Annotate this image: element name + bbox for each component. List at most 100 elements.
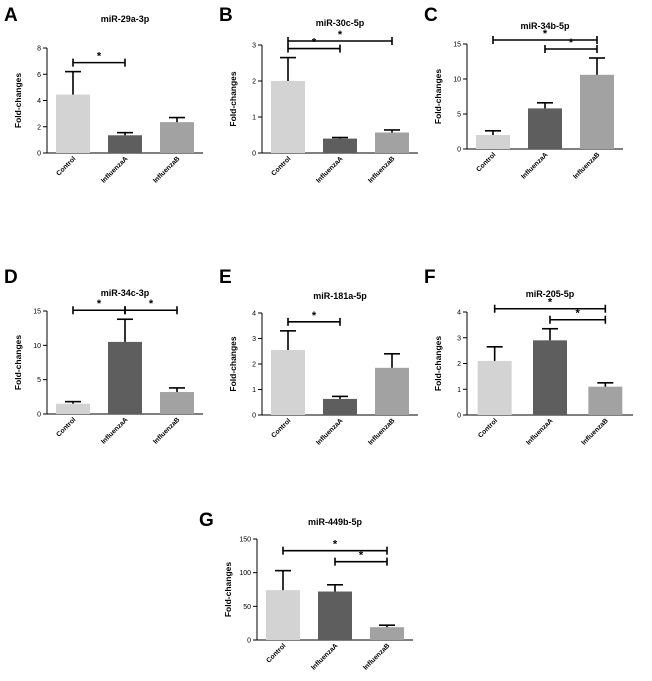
chart-mir-205-5p: miR-205-5p Fold-changes 0 1 2 3 4 Control Influe… bbox=[433, 289, 633, 447]
category-label: InfluenzaB bbox=[362, 642, 391, 671]
panel-b: B miR-30c-5p Fold-changes 0 1 2 3 Control Influ… bbox=[215, 0, 435, 225]
panel-label: F bbox=[424, 267, 436, 288]
bar-influenzab bbox=[160, 392, 194, 414]
significance-star: * bbox=[312, 310, 317, 322]
chart-mir-29a-3p: miR-29a-3p Fold-changes 0 2 4 6 8 Control Influe… bbox=[13, 14, 203, 185]
y-tick-label: 8 bbox=[37, 46, 41, 53]
y-axis-label: Fold-changes bbox=[223, 562, 233, 618]
bar-control bbox=[271, 349, 305, 415]
y-axis-label: Fold-changes bbox=[228, 336, 238, 392]
category-label: Control bbox=[265, 642, 287, 664]
bar-influenzaa bbox=[108, 135, 142, 153]
y-tick-label: 4 bbox=[37, 98, 41, 105]
significance-star: * bbox=[569, 37, 574, 49]
panel-f: F miR-205-5p Fold-changes 0 1 2 3 4 Control Infl… bbox=[420, 262, 650, 487]
category-label: InfluenzaB bbox=[152, 416, 181, 445]
y-tick-label: 6 bbox=[37, 72, 41, 79]
category-label: Control bbox=[477, 417, 499, 439]
significance-star: * bbox=[548, 297, 553, 309]
y-tick-label: 0 bbox=[457, 413, 461, 420]
bar-control bbox=[266, 590, 300, 640]
y-axis-label: Fold-changes bbox=[13, 73, 23, 129]
chart-title: miR-205-5p bbox=[526, 289, 575, 299]
chart-mir-34b-5p: miR-34b-5p Fold-changes 0 5 10 15 Control Influ… bbox=[433, 21, 623, 181]
significance-star: * bbox=[359, 550, 364, 562]
significance-star: * bbox=[312, 37, 317, 49]
panel-c: C miR-34b-5p Fold-changes 0 5 10 15 Control Inf… bbox=[420, 0, 650, 225]
panel-label: B bbox=[219, 5, 233, 26]
y-tick-label: 2 bbox=[457, 361, 461, 368]
bar-influenzab bbox=[375, 132, 409, 153]
y-tick-label: 0 bbox=[247, 638, 251, 645]
y-tick-label: 10 bbox=[453, 77, 461, 84]
category-label: InfluenzaA bbox=[100, 155, 129, 184]
panel-g: G miR-449b-5p Fold-changes 0 50 100 150 Contro… bbox=[195, 506, 445, 681]
category-label: InfluenzaB bbox=[152, 155, 181, 184]
y-tick-label: 10 bbox=[33, 343, 41, 350]
category-label: InfluenzaB bbox=[367, 155, 396, 184]
category-label: InfluenzaB bbox=[572, 151, 601, 180]
significance-star: * bbox=[333, 539, 338, 551]
bar-influenzab bbox=[160, 122, 194, 153]
significance-star: * bbox=[97, 298, 102, 310]
category-label: InfluenzaA bbox=[310, 642, 339, 671]
y-tick-label: 5 bbox=[457, 112, 461, 119]
y-tick-label: 2 bbox=[252, 79, 256, 86]
y-axis-label: Fold-changes bbox=[13, 335, 23, 391]
category-label: Control bbox=[55, 416, 77, 438]
y-tick-label: 5 bbox=[37, 377, 41, 384]
y-tick-label: 100 bbox=[239, 570, 251, 577]
y-axis-label: Fold-changes bbox=[433, 69, 443, 125]
panel-label: D bbox=[4, 267, 18, 288]
y-axis-label: Fold-changes bbox=[433, 336, 443, 392]
category-label: Control bbox=[55, 155, 77, 177]
significance-star: * bbox=[149, 298, 154, 310]
bar-control bbox=[271, 81, 305, 153]
panel-a: A miR-29a-3p Fold-changes 0 2 4 6 8 Control Infl… bbox=[0, 0, 220, 225]
y-tick-label: 0 bbox=[252, 413, 256, 420]
y-tick-label: 4 bbox=[457, 310, 461, 317]
y-tick-label: 0 bbox=[457, 147, 461, 154]
chart-title: miR-34c-3p bbox=[101, 288, 150, 298]
y-tick-label: 0 bbox=[252, 151, 256, 158]
category-label: Control bbox=[475, 151, 497, 173]
chart-title: miR-29a-3p bbox=[101, 14, 150, 24]
chart-title: miR-34b-5p bbox=[520, 21, 570, 31]
y-tick-label: 2 bbox=[37, 124, 41, 131]
significance-star: * bbox=[338, 29, 343, 41]
category-label: InfluenzaB bbox=[367, 417, 396, 446]
category-label: Control bbox=[270, 155, 292, 177]
category-label: Control bbox=[270, 417, 292, 439]
y-tick-label: 4 bbox=[252, 311, 256, 318]
y-tick-label: 0 bbox=[37, 412, 41, 419]
significance-star: * bbox=[543, 28, 548, 40]
y-tick-label: 50 bbox=[243, 604, 251, 611]
category-label: InfluenzaB bbox=[580, 417, 609, 446]
chart-title: miR-30c-5p bbox=[316, 18, 365, 28]
bar-influenzab bbox=[370, 627, 404, 640]
category-label: InfluenzaA bbox=[520, 151, 549, 180]
panel-e: E miR-181a-5p Fold-changes 0 1 2 3 4 Control Inf… bbox=[215, 262, 435, 487]
panel-d: D miR-34c-3p Fold-changes 0 5 10 15 Control Inf… bbox=[0, 262, 220, 487]
chart-mir-30c-5p: miR-30c-5p Fold-changes 0 1 2 3 Control Influen… bbox=[228, 18, 418, 185]
bar-control bbox=[477, 360, 512, 415]
bar-influenzaa bbox=[528, 108, 562, 149]
y-tick-label: 15 bbox=[33, 309, 41, 316]
category-label: InfluenzaA bbox=[315, 155, 344, 184]
bar-influenzaa bbox=[533, 340, 567, 415]
y-tick-label: 1 bbox=[252, 387, 256, 394]
chart-mir-449b-5p: miR-449b-5p Fold-changes 0 50 100 150 Control I… bbox=[223, 517, 413, 672]
category-label: InfluenzaA bbox=[525, 417, 554, 446]
bar-control bbox=[56, 403, 90, 414]
y-tick-label: 3 bbox=[252, 336, 256, 343]
panel-label: C bbox=[424, 5, 438, 26]
y-axis-label: Fold-changes bbox=[228, 71, 238, 127]
category-label: InfluenzaA bbox=[315, 417, 344, 446]
significance-star: * bbox=[97, 51, 102, 63]
panel-label: G bbox=[199, 510, 214, 531]
bar-influenzaa bbox=[318, 591, 352, 640]
chart-mir-181a-5p: miR-181a-5p Fold-changes 0 1 2 3 4 Control Influ… bbox=[228, 291, 418, 447]
panel-label: A bbox=[4, 5, 18, 26]
y-tick-label: 3 bbox=[252, 43, 256, 50]
y-tick-label: 1 bbox=[252, 115, 256, 122]
